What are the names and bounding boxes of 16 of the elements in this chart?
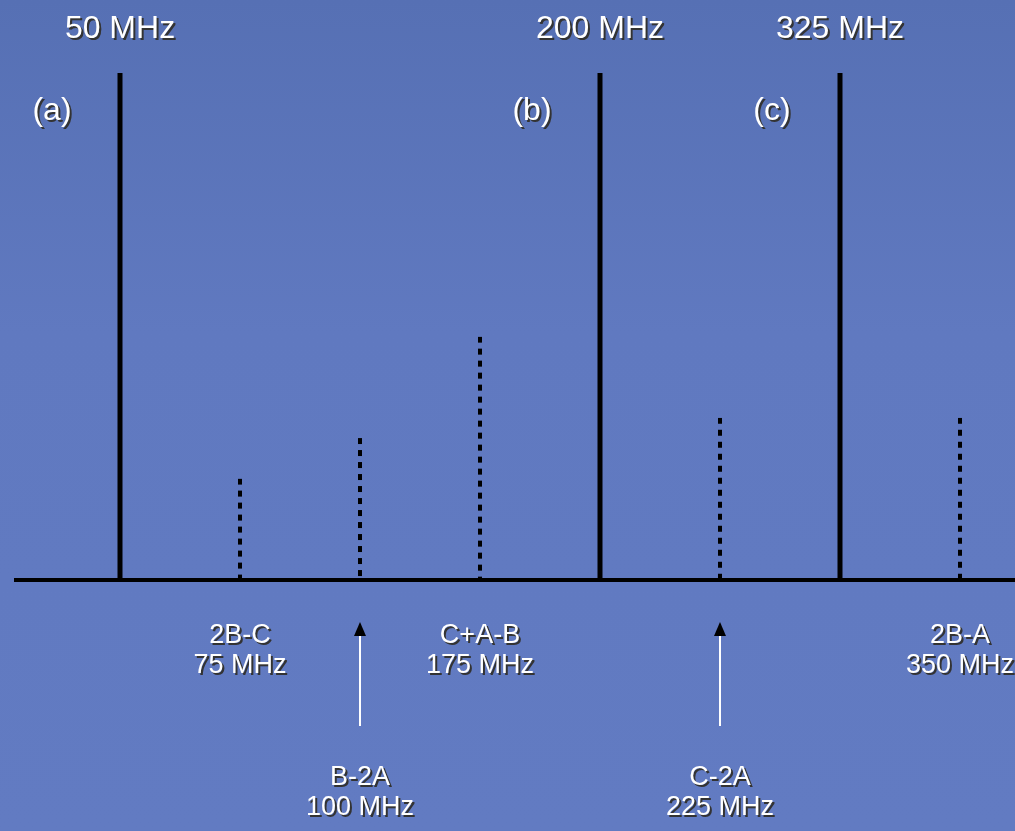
x-tick-label: 2B-C 75 MHz xyxy=(193,619,287,679)
bar xyxy=(358,438,362,580)
annotation: (a) xyxy=(32,91,72,127)
x-tick-label: C+A-B 175 MHz xyxy=(425,619,535,679)
annotation: (b) xyxy=(512,91,552,127)
annotation: (c) xyxy=(753,91,791,127)
x-tick-label: 325 MHz xyxy=(775,9,905,45)
x-tick-label: 50 MHz xyxy=(64,9,176,45)
x-tick-label: 200 MHz xyxy=(535,9,665,45)
bar xyxy=(718,417,722,580)
bar xyxy=(238,478,242,580)
bar xyxy=(478,336,482,580)
x-tick-label: 2B-A 350 MHz xyxy=(905,619,1015,679)
x-tick-label: B-2A 100 MHz xyxy=(305,761,415,821)
x-tick-label: C-2A 225 MHz xyxy=(665,761,775,821)
bar xyxy=(958,417,962,580)
